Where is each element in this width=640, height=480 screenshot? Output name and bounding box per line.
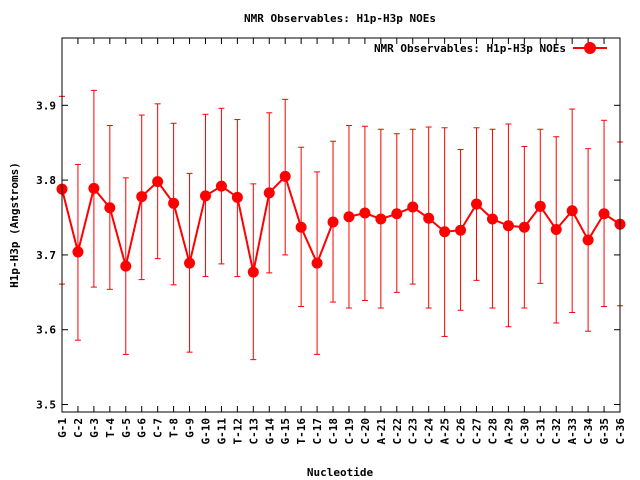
data-point-10: [215, 180, 227, 192]
x-tick-label-35: C-36: [614, 418, 627, 445]
data-point-21: [391, 208, 403, 220]
axes: 3.53.63.73.83.9G-1 C-2 G-3 T-4 G-5 G-6 C-7 T-8 G…: [36, 37, 627, 445]
y-tick-label-0: 3.5: [36, 399, 56, 412]
data-point-6: [152, 176, 164, 188]
data-point-32: [566, 205, 578, 217]
data-point-30: [534, 200, 546, 212]
axis-frame: [61, 37, 621, 413]
x-tick-label-29: C-30: [518, 418, 531, 445]
data-point-3: [104, 202, 116, 214]
data-point-22: [407, 201, 419, 213]
y-tick-label-3: 3.8: [36, 174, 56, 187]
data-point-8: [184, 257, 196, 269]
x-tick-label-3: T-4: [104, 418, 117, 438]
data-point-16: [311, 257, 323, 269]
y-axis-label: H1p-H3p (Angstroms): [8, 162, 21, 288]
data-point-11: [231, 191, 243, 203]
data-point-19: [359, 207, 371, 219]
x-tick-label-22: C-23: [407, 418, 420, 445]
data-point-31: [550, 223, 562, 235]
data-point-13: [263, 187, 275, 199]
data-point-1: [72, 246, 84, 258]
data-point-23: [423, 212, 435, 224]
data-point-5: [136, 191, 148, 203]
data-point-7: [168, 197, 180, 209]
x-tick-label-2: G-3: [88, 418, 101, 438]
x-tick-label-33: C-34: [582, 418, 595, 445]
x-tick-label-4: G-5: [120, 418, 133, 438]
data-point-20: [375, 213, 387, 225]
x-tick-label-1: C-2: [72, 418, 85, 438]
y-tick-label-2: 3.7: [36, 249, 56, 262]
data-point-14: [279, 170, 291, 182]
data-point-28: [502, 220, 514, 232]
x-tick-label-13: G-14: [263, 418, 276, 445]
x-tick-label-14: G-15: [279, 418, 292, 445]
legend-marker-sample: [584, 42, 596, 54]
data-point-4: [120, 260, 132, 272]
x-tick-label-10: G-11: [215, 418, 228, 445]
x-tick-label-23: C-24: [423, 418, 436, 445]
plot-area: [56, 89, 626, 361]
data-point-15: [295, 221, 307, 233]
data-point-34: [598, 208, 610, 220]
chart-title: NMR Observables: H1p-H3p NOEs: [244, 12, 436, 25]
data-point-17: [327, 216, 339, 228]
y-tick-label-4: 3.9: [36, 99, 56, 112]
x-tick-label-16: C-17: [311, 418, 324, 445]
data-point-12: [247, 266, 259, 278]
y-tick-label-1: 3.6: [36, 324, 56, 337]
legend-label: NMR Observables: H1p-H3p NOEs: [374, 42, 566, 55]
data-point-26: [471, 198, 483, 210]
x-tick-label-31: C-32: [550, 418, 563, 445]
data-point-18: [343, 211, 355, 223]
x-tick-label-0: G-1: [56, 418, 69, 438]
data-point-27: [486, 213, 498, 225]
x-tick-label-19: C-20: [359, 418, 372, 445]
data-point-33: [582, 234, 594, 246]
x-tick-label-5: G-6: [136, 418, 149, 438]
x-tick-label-11: T-12: [231, 418, 244, 445]
x-tick-label-27: C-28: [486, 418, 499, 445]
x-tick-label-8: G-9: [184, 418, 197, 438]
x-tick-label-15: T-16: [295, 418, 308, 445]
data-point-25: [455, 224, 467, 236]
x-tick-label-32: A-33: [566, 418, 579, 445]
data-point-29: [518, 221, 530, 233]
x-tick-label-18: C-19: [343, 418, 356, 445]
x-tick-label-21: C-22: [391, 418, 404, 445]
legend: NMR Observables: H1p-H3p NOEs: [374, 42, 607, 55]
x-tick-label-30: C-31: [534, 418, 547, 445]
data-point-24: [439, 226, 451, 238]
data-point-9: [199, 190, 211, 202]
x-tick-label-12: C-13: [247, 418, 260, 445]
x-tick-label-20: A-21: [375, 418, 388, 445]
x-tick-label-25: C-26: [455, 418, 468, 445]
x-tick-label-17: C-18: [327, 418, 340, 445]
x-tick-label-34: G-35: [598, 418, 611, 445]
x-tick-label-9: G-10: [199, 418, 212, 445]
x-tick-label-7: T-8: [168, 418, 181, 438]
x-tick-label-28: A-29: [502, 418, 515, 445]
x-tick-label-24: A-25: [439, 418, 452, 445]
x-tick-label-26: C-27: [471, 418, 484, 445]
x-axis-label: Nucleotide: [307, 466, 374, 479]
x-tick-label-6: C-7: [152, 418, 165, 438]
data-point-2: [88, 182, 100, 194]
